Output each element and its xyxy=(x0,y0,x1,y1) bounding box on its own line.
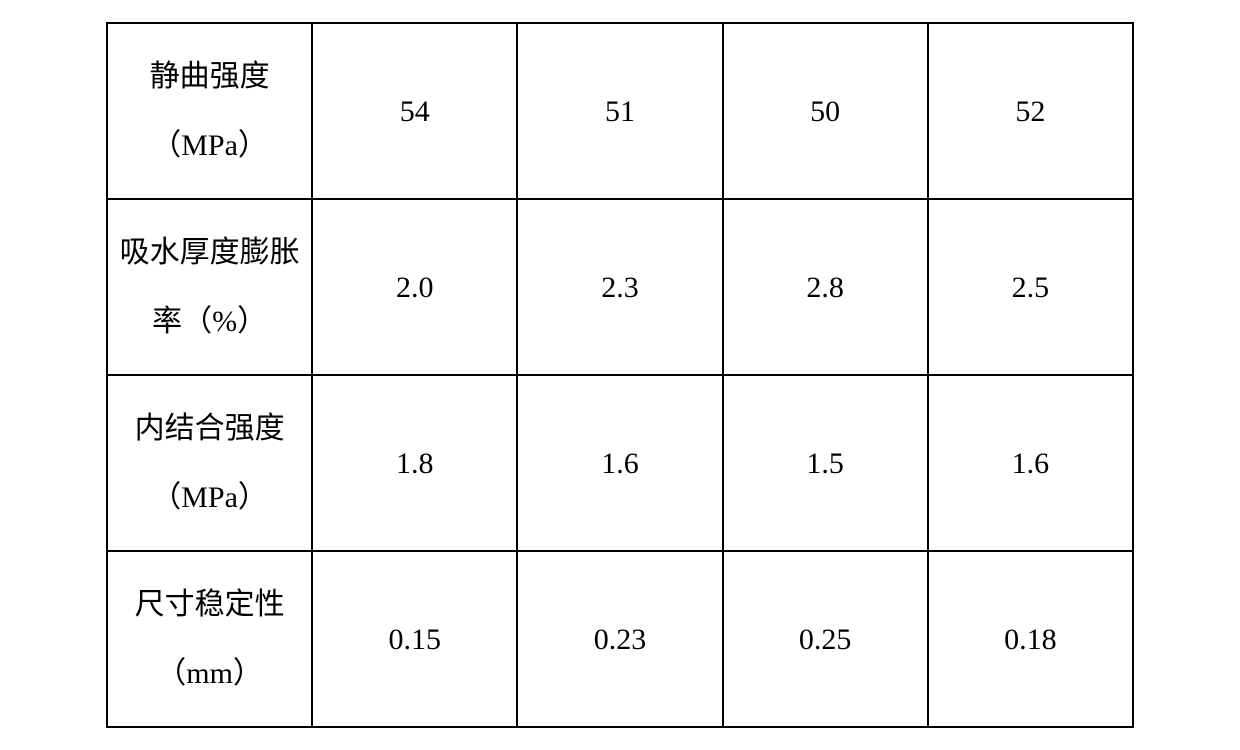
table-row: 吸水厚度膨胀率（%） 2.0 2.3 2.8 2.5 xyxy=(107,199,1133,375)
cell: 0.25 xyxy=(723,551,928,727)
table-row: 尺寸稳定性（mm） 0.15 0.23 0.25 0.18 xyxy=(107,551,1133,727)
row-label: 吸水厚度膨胀率（%） xyxy=(107,199,312,375)
table-row: 静曲强度（MPa） 54 51 50 52 xyxy=(107,23,1133,199)
cell: 0.18 xyxy=(928,551,1133,727)
table-body: 静曲强度（MPa） 54 51 50 52 吸水厚度膨胀率（%） 2.0 2.3… xyxy=(107,23,1133,727)
properties-table: 静曲强度（MPa） 54 51 50 52 吸水厚度膨胀率（%） 2.0 2.3… xyxy=(106,22,1134,728)
cell: 2.3 xyxy=(517,199,722,375)
properties-table-container: 静曲强度（MPa） 54 51 50 52 吸水厚度膨胀率（%） 2.0 2.3… xyxy=(106,22,1134,728)
row-label: 内结合强度（MPa） xyxy=(107,375,312,551)
cell: 0.23 xyxy=(517,551,722,727)
cell: 1.5 xyxy=(723,375,928,551)
row-label: 尺寸稳定性（mm） xyxy=(107,551,312,727)
cell: 0.15 xyxy=(312,551,517,727)
cell: 2.0 xyxy=(312,199,517,375)
cell: 2.5 xyxy=(928,199,1133,375)
cell: 50 xyxy=(723,23,928,199)
cell: 1.6 xyxy=(517,375,722,551)
cell: 1.6 xyxy=(928,375,1133,551)
cell: 1.8 xyxy=(312,375,517,551)
cell: 52 xyxy=(928,23,1133,199)
cell: 51 xyxy=(517,23,722,199)
cell: 2.8 xyxy=(723,199,928,375)
table-row: 内结合强度（MPa） 1.8 1.6 1.5 1.6 xyxy=(107,375,1133,551)
row-label: 静曲强度（MPa） xyxy=(107,23,312,199)
cell: 54 xyxy=(312,23,517,199)
